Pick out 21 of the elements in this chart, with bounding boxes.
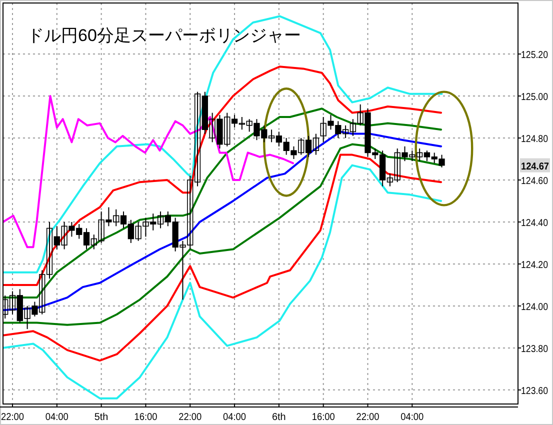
y-tick-label: 125.20 [521,50,552,62]
y-tick-label: 124.40 [521,218,552,229]
x-tick-label: 04:00 [223,412,248,423]
y-tick-label: 124.00 [521,302,552,313]
y-tick-label: 124.60 [521,176,552,187]
text: ドル円60分足スーパーボリンジャー [27,26,301,45]
x-tick-label: 6th [272,412,286,423]
x-tick-label: 22:00 [178,412,204,423]
x-tick-label: 16:00 [312,412,337,423]
x-tick-label: 16:00 [134,412,160,423]
y-tick-label: 123.80 [521,344,552,355]
y-tick-label: 125.00 [521,92,552,104]
x-tick-label: 04:00 [400,412,426,423]
x-tick-label: 5th [94,412,108,423]
y-tick-label: 124.20 [521,260,552,271]
x-tick-label: 22:00 [1,412,26,423]
y-tick-label: 123.60 [521,386,552,397]
price-label: 124.67 [520,158,552,172]
y-tick-label: 124.80 [521,134,552,145]
x-tick-label: 22:00 [356,412,382,423]
x-tick-label: 04:00 [45,412,70,423]
